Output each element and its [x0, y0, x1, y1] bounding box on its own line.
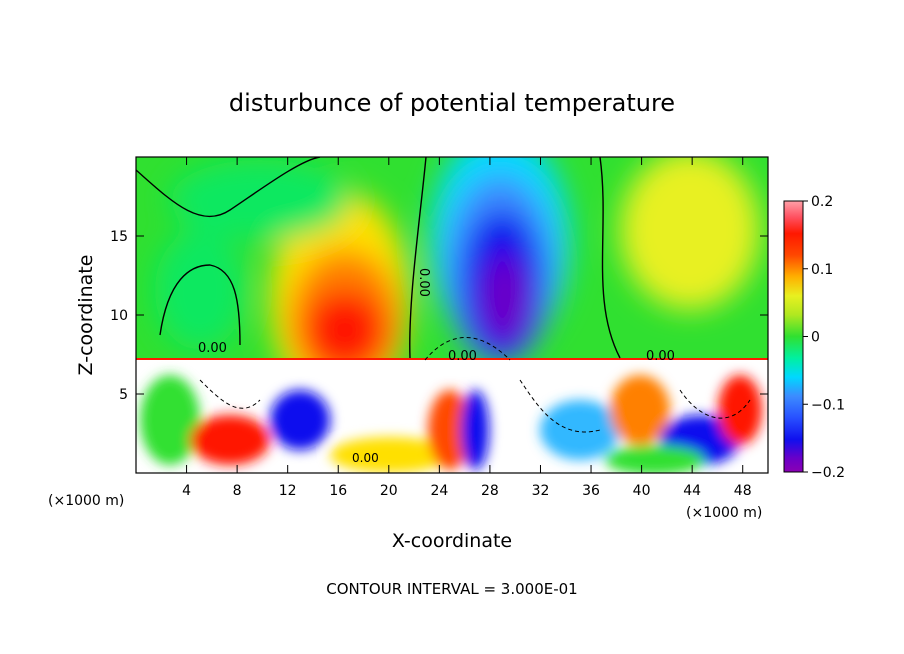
y-tick-label: 5	[119, 387, 128, 403]
x-tick-label: 40	[633, 483, 651, 499]
heatmap-field	[136, 157, 768, 473]
x-unit-left: (×1000 m)	[48, 493, 124, 509]
contour-label: 0.00	[416, 268, 431, 297]
x-tick-label: 4	[182, 483, 191, 499]
colorbar-tick-label: 0.1	[811, 262, 833, 278]
x-unit-right: (×1000 m)	[686, 505, 762, 521]
x-tick-label: 36	[582, 483, 600, 499]
x-tick-label: 48	[734, 483, 752, 499]
y-axis: 5 10 15	[110, 229, 768, 403]
contour-label: 0.00	[448, 349, 477, 364]
colorbar	[783, 200, 804, 473]
x-tick-label: 24	[430, 483, 448, 499]
colorbar-tick-label: 0.2	[811, 194, 833, 210]
x-tick-label: 32	[532, 483, 550, 499]
y-axis-label: Z-coordinate	[75, 255, 97, 376]
x-tick-label: 12	[279, 483, 297, 499]
contour-label: 0.00	[646, 349, 675, 364]
x-tick-label: 44	[683, 483, 701, 499]
colorbar-tick-label: 0	[811, 330, 820, 346]
y-tick-label: 10	[110, 308, 128, 324]
colorbar-tick-label: −0.2	[811, 465, 845, 481]
colorbar-tick-label: −0.1	[811, 397, 845, 413]
x-axis: 4 8 12 16 20 24 28 32 36 40 44 48	[182, 157, 752, 499]
x-tick-label: 16	[329, 483, 347, 499]
contour-labels: 0.00 0.00 0.00 0.00 0.00	[198, 268, 675, 465]
x-tick-label: 28	[481, 483, 499, 499]
contour-label: 0.00	[198, 341, 227, 356]
colorbar-ticks: 0.2 0.1 0 −0.1 −0.2	[803, 194, 845, 481]
x-tick-label: 20	[380, 483, 398, 499]
y-tick-label: 15	[110, 229, 128, 245]
contour-label: 0.00	[352, 451, 379, 465]
contour-interval-footer: CONTOUR INTERVAL = 3.000E-01	[326, 580, 577, 598]
x-tick-label: 8	[233, 483, 242, 499]
x-axis-label: X-coordinate	[392, 530, 512, 552]
chart-title: disturbunce of potential temperature	[229, 89, 675, 117]
